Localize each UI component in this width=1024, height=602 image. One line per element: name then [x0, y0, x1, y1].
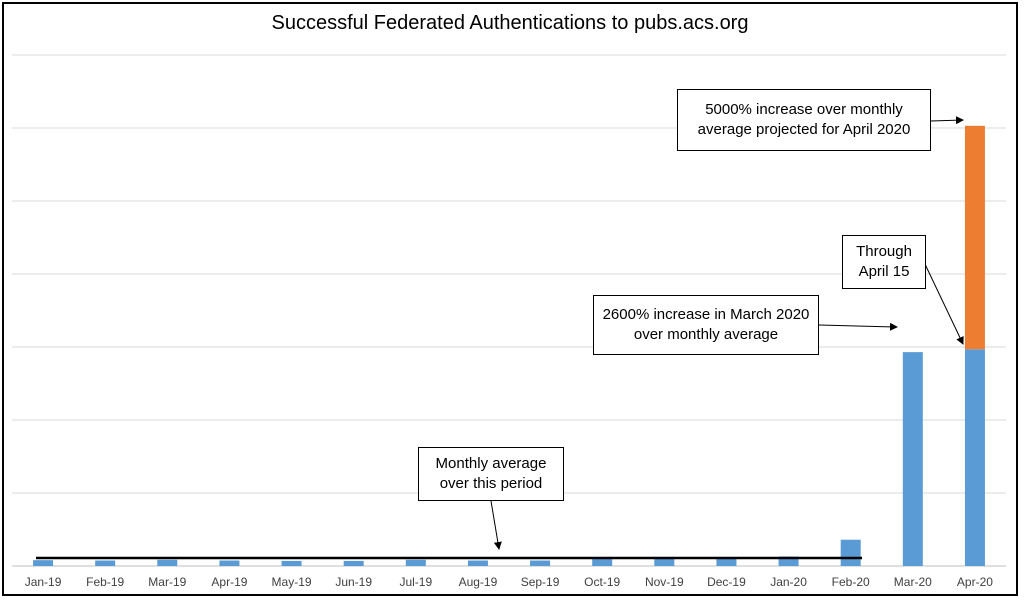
x-tick-label: Apr-19 [211, 575, 247, 589]
bar-Jun-19-series-0 [343, 560, 364, 566]
arrow-through-april-15 [923, 261, 964, 345]
callout-april-projection: 5000% increase over monthly average proj… [677, 89, 931, 151]
x-tick-label: Jan-19 [25, 575, 62, 589]
bar-Apr-20-series-0 [964, 349, 985, 566]
gridlines [12, 54, 1006, 567]
bar-Jul-19-series-0 [405, 559, 426, 566]
x-tick-label: Jul-19 [399, 575, 432, 589]
bar-Oct-19-series-0 [592, 559, 613, 566]
callout-april-projection-text: 5000% increase over monthly average proj… [697, 101, 911, 138]
x-tick-label: Mar-20 [894, 575, 932, 589]
bar-Nov-19-series-0 [654, 558, 675, 566]
x-tick-label: Oct-19 [584, 575, 620, 589]
bar-Apr-19-series-0 [219, 560, 240, 566]
bar-Feb-19-series-0 [95, 560, 116, 566]
x-tick-labels: Jan-19 Feb-19 Mar-19 Apr-19 May-19 Jun-19 Jul-… [25, 575, 994, 589]
x-tick-label: Apr-20 [957, 575, 993, 589]
x-tick-label: Jun-19 [335, 575, 372, 589]
bar-Dec-19-series-0 [716, 558, 737, 566]
callout-through-april-15-text: Through April 15 [856, 243, 912, 280]
bar-Sep-19-series-0 [530, 560, 551, 566]
bar-Mar-20-series-0 [902, 352, 923, 566]
bar-Aug-19-series-0 [467, 560, 488, 566]
callout-through-april-15: Through April 15 [842, 235, 926, 289]
bar-Feb-20-series-0 [840, 539, 861, 566]
chart-title: Successful Federated Authentications to … [271, 12, 749, 34]
x-tick-label: Sep-19 [521, 575, 560, 589]
bar-Jan-19-series-0 [33, 560, 54, 566]
x-tick-label: Feb-19 [86, 575, 124, 589]
callout-monthly-average: Monthly average over this period [418, 447, 564, 501]
x-tick-label: Dec-19 [707, 575, 746, 589]
bar-Mar-19-series-0 [157, 559, 178, 566]
bar-May-19-series-0 [281, 560, 302, 566]
arrow-april-projection [930, 116, 964, 125]
callout-march-increase-text: 2600% increase in March 2020 over monthl… [602, 306, 810, 343]
x-tick-label: Feb-20 [832, 575, 870, 589]
x-tick-label: Aug-19 [459, 575, 498, 589]
x-tick-label: Mar-19 [148, 575, 186, 589]
x-tick-label: May-19 [272, 575, 312, 589]
bar-Apr-20-series-1 [964, 125, 985, 350]
callout-arrows [490, 116, 964, 550]
x-tick-label: Nov-19 [645, 575, 684, 589]
callout-monthly-average-text: Monthly average over this period [435, 455, 547, 492]
bars [33, 125, 985, 566]
arrow-monthly-average [490, 500, 502, 550]
callout-march-increase: 2600% increase in March 2020 over monthl… [593, 295, 819, 355]
arrow-march-increase [818, 322, 898, 331]
x-tick-label: Jan-20 [770, 575, 807, 589]
bar-Jan-20-series-0 [778, 556, 799, 566]
